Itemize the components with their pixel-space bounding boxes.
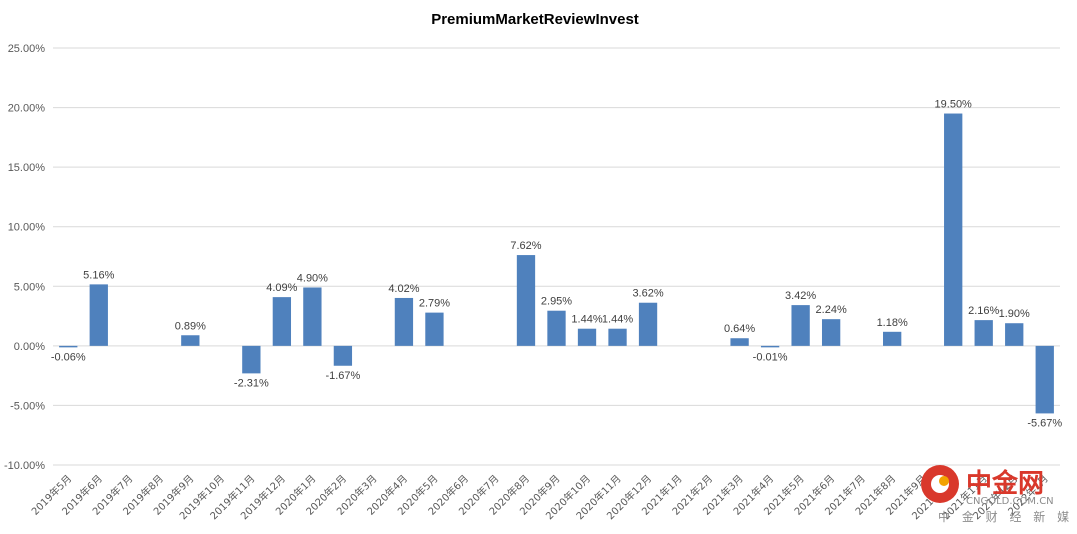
- bars: [59, 113, 1054, 414]
- bar: [791, 305, 810, 346]
- data-label: 19.50%: [935, 99, 973, 111]
- data-label: 1.90%: [999, 308, 1030, 320]
- data-label: 0.89%: [175, 320, 206, 332]
- watermark-tagline: 中 金 财 经 新 媒 体: [938, 509, 1077, 524]
- watermark-logo-dot: [939, 476, 949, 486]
- bar: [547, 310, 566, 346]
- data-label: 2.79%: [419, 298, 450, 310]
- watermark-logo: 中金网 CNGOLD.COM.CN 中 金 财 经 新 媒 体: [921, 465, 1077, 524]
- y-tick-label: 5.00%: [14, 281, 45, 293]
- data-label: -1.67%: [325, 370, 360, 382]
- bar: [730, 338, 749, 346]
- bar: [425, 312, 444, 346]
- data-label: 4.90%: [297, 272, 328, 284]
- data-label: 1.44%: [602, 314, 633, 326]
- chart-title: PremiumMarketReviewInvest: [431, 11, 639, 28]
- data-label: 7.62%: [510, 240, 541, 252]
- data-label: 3.62%: [632, 288, 663, 300]
- bar: [974, 320, 993, 346]
- watermark-site: CNGOLD.COM.CN: [966, 496, 1054, 507]
- data-label: 1.44%: [571, 314, 602, 326]
- data-label: 4.02%: [388, 283, 419, 295]
- data-label: -0.06%: [51, 351, 86, 363]
- y-axis-ticks: 25.00% 20.00% 15.00% 10.00% 5.00% 0.00% -5.00%…: [4, 43, 45, 472]
- bar: [89, 284, 108, 346]
- bar: [608, 328, 627, 346]
- bar: [1035, 345, 1054, 414]
- data-labels: -0.06% 5.16% 0.89% -2.31% 4.09%4.90% -1.67% 4.…: [51, 99, 1063, 430]
- data-label: 1.18%: [877, 317, 908, 329]
- watermark-brand: 中金网: [966, 468, 1044, 499]
- data-label: 0.64%: [724, 323, 755, 335]
- y-tick-label: 0.00%: [14, 341, 45, 353]
- bar: [242, 345, 261, 374]
- bar: [394, 297, 414, 346]
- bar: [272, 297, 292, 346]
- data-label: -2.31%: [234, 377, 269, 389]
- data-label: 4.09%: [266, 282, 297, 294]
- x-axis-ticks: 2019年5月2019年6月2019年7月2019年8月2019年9月2019年…: [29, 472, 1051, 522]
- bar: [577, 328, 597, 346]
- data-label: 3.42%: [785, 290, 816, 302]
- bar: [1005, 323, 1024, 346]
- y-tick-label: -10.00%: [4, 460, 45, 472]
- y-tick-label: 10.00%: [8, 222, 46, 234]
- bar: [760, 345, 780, 348]
- y-tick-label: 15.00%: [8, 162, 46, 174]
- data-label: -5.67%: [1027, 417, 1062, 429]
- data-label: 2.95%: [541, 296, 572, 308]
- bar: [821, 319, 841, 346]
- data-label: -0.01%: [753, 351, 788, 363]
- bar: [59, 345, 78, 348]
- gridlines: [53, 47, 1060, 466]
- bar: [303, 287, 322, 346]
- data-label: 2.16%: [968, 305, 999, 317]
- y-tick-label: 25.00%: [8, 43, 46, 55]
- data-label: 5.16%: [83, 269, 114, 281]
- bar: [638, 302, 658, 346]
- data-label: 2.24%: [816, 304, 847, 316]
- bar: [181, 335, 200, 346]
- y-tick-label: 20.00%: [8, 103, 46, 115]
- y-tick-label: -5.00%: [10, 400, 45, 412]
- bar: [944, 113, 963, 346]
- bar: [333, 345, 353, 366]
- bar: [883, 331, 902, 346]
- bar: [516, 255, 536, 346]
